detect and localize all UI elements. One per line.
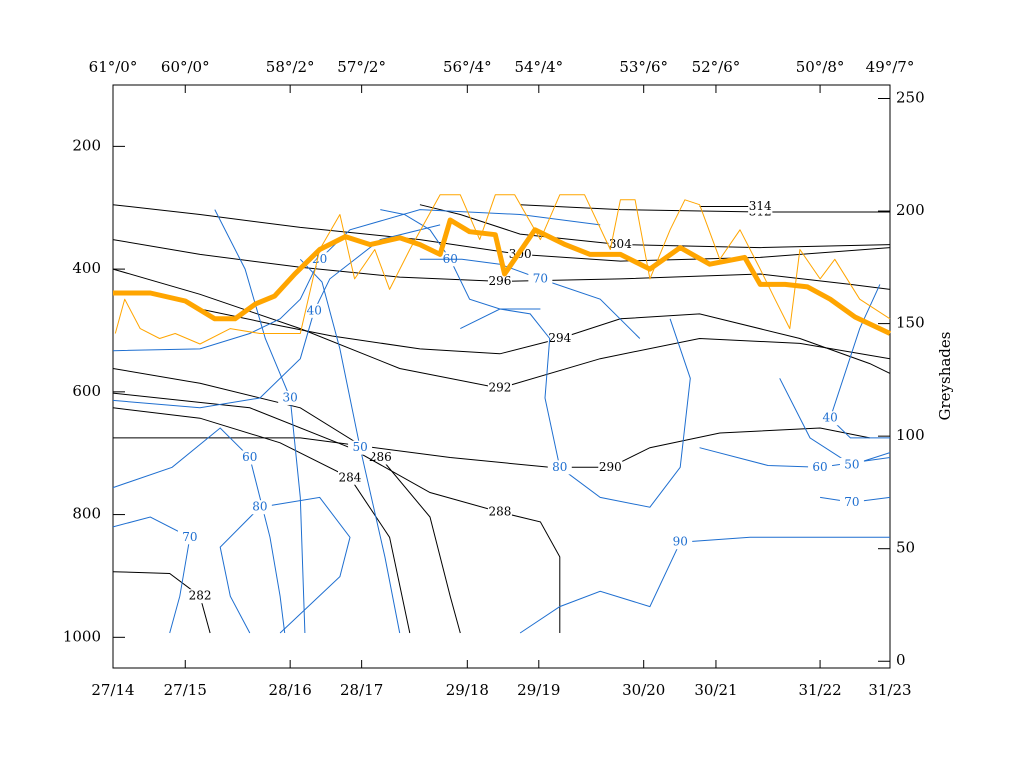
- contour-line: [112, 571, 211, 634]
- plot-frame: [112, 84, 891, 669]
- y2-tick-label: 250: [896, 89, 925, 107]
- contour-line: [112, 407, 411, 634]
- x-tick-label: 31/23: [868, 681, 911, 699]
- contour-label: 30: [283, 390, 298, 404]
- contour-line: [299, 258, 401, 634]
- contour-label: 80: [252, 500, 267, 514]
- x-tick-label: 27/14: [91, 681, 134, 699]
- x2-tick-label: 58°/2°: [266, 58, 315, 76]
- contour-label: 284: [339, 470, 362, 484]
- contour-line: [779, 378, 891, 466]
- contour-label-bg: [237, 450, 262, 465]
- y2-tick-label: 100: [896, 426, 925, 444]
- contour-line: [520, 204, 890, 213]
- x2-tick-label: 53°/6°: [619, 58, 668, 76]
- contour-line: [519, 536, 890, 634]
- x-tick-label: 31/22: [798, 681, 841, 699]
- contour-label-bg: [839, 495, 864, 510]
- contour-label: 288: [488, 505, 511, 519]
- contour-label: 60: [812, 460, 827, 474]
- contour-label-bg: [748, 199, 773, 214]
- contour-label: 40: [823, 411, 838, 425]
- contour-line: [112, 224, 441, 409]
- x-tick-label: 29/18: [446, 681, 489, 699]
- x2-tick-label: 50°/8°: [796, 58, 845, 76]
- y2-tick-label: 150: [896, 314, 925, 332]
- y2-axis-title: Greyshades: [936, 332, 954, 421]
- x2-tick-label: 52°/6°: [692, 58, 741, 76]
- contour-line: [112, 368, 461, 634]
- contour-line: [214, 209, 306, 634]
- y-tick-label: 1000: [63, 627, 101, 645]
- contour-label-bg: [348, 440, 373, 455]
- contour-label: 304: [609, 237, 632, 251]
- contour-label-bg: [487, 381, 512, 396]
- contour-line: [419, 204, 891, 249]
- y2-tick-label: 0: [896, 651, 906, 669]
- contour-label-bg: [668, 535, 693, 550]
- contour-label-bg: [188, 589, 213, 604]
- contour-label: 50: [352, 440, 367, 454]
- x-tick-label: 30/21: [694, 681, 737, 699]
- contour-label-bg: [598, 460, 623, 475]
- contour-label: 70: [533, 271, 548, 285]
- x-tick-label: 28/16: [269, 681, 312, 699]
- contour-label-bg: [547, 460, 572, 475]
- y2-tick-label: 200: [896, 201, 925, 219]
- contour-label: 60: [443, 252, 458, 266]
- y2-tick-label: 50: [896, 539, 915, 557]
- y-tick-label: 800: [72, 505, 101, 523]
- contour-label-bg: [337, 470, 362, 485]
- y-tick-label: 400: [72, 259, 101, 277]
- contour-label-bg: [247, 500, 272, 515]
- contour-label: 90: [673, 535, 688, 549]
- contour-label-bg: [839, 457, 864, 472]
- x-tick-label: 30/20: [622, 681, 665, 699]
- contour-label-bg: [818, 411, 843, 426]
- contour-line: [460, 308, 691, 508]
- contour-label: 40: [307, 303, 322, 317]
- y-tick-label: 200: [72, 136, 101, 154]
- contour-label-bg: [487, 274, 512, 289]
- contour-label-bg: [278, 390, 303, 405]
- x2-tick-label: 54°/4°: [514, 58, 563, 76]
- contour-label: 70: [844, 495, 859, 509]
- contour-label: 60: [242, 450, 257, 464]
- contour-label: 294: [548, 331, 571, 345]
- contour-line: [219, 496, 351, 634]
- contour-label: 314: [749, 199, 772, 213]
- x2-tick-label: 60°/0°: [161, 58, 210, 76]
- contour-label: 292: [488, 381, 511, 395]
- x2-tick-label: 56°/4°: [443, 58, 492, 76]
- contour-line: [419, 258, 641, 339]
- x-tick-label: 28/17: [340, 681, 383, 699]
- contour-line: [112, 392, 561, 633]
- series-line: [113, 217, 892, 336]
- x2-tick-label: 61°/0°: [89, 58, 138, 76]
- x2-tick-label: 57°/2°: [337, 58, 386, 76]
- contour-label: 70: [182, 530, 197, 544]
- x-tick-label: 27/15: [164, 681, 207, 699]
- contour-label-bg: [608, 237, 633, 252]
- contour-label: 80: [552, 460, 567, 474]
- contour-label-bg: [302, 303, 327, 318]
- x-tick-label: 29/19: [517, 681, 560, 699]
- contour-label-bg: [547, 331, 572, 346]
- x2-tick-label: 49°/7°: [866, 58, 915, 76]
- contour-label: 282: [189, 589, 212, 603]
- contour-label: 286: [369, 450, 392, 464]
- contour-label: 296: [488, 274, 511, 288]
- contour-label-bg: [177, 530, 202, 545]
- contour-label: 290: [599, 460, 622, 474]
- contour-label-bg: [487, 505, 512, 520]
- contour-line: [112, 209, 601, 352]
- contour-label-bg: [808, 460, 833, 475]
- contour-label: 50: [844, 457, 859, 471]
- y-tick-label: 600: [72, 382, 101, 400]
- contour-label-bg: [528, 271, 553, 286]
